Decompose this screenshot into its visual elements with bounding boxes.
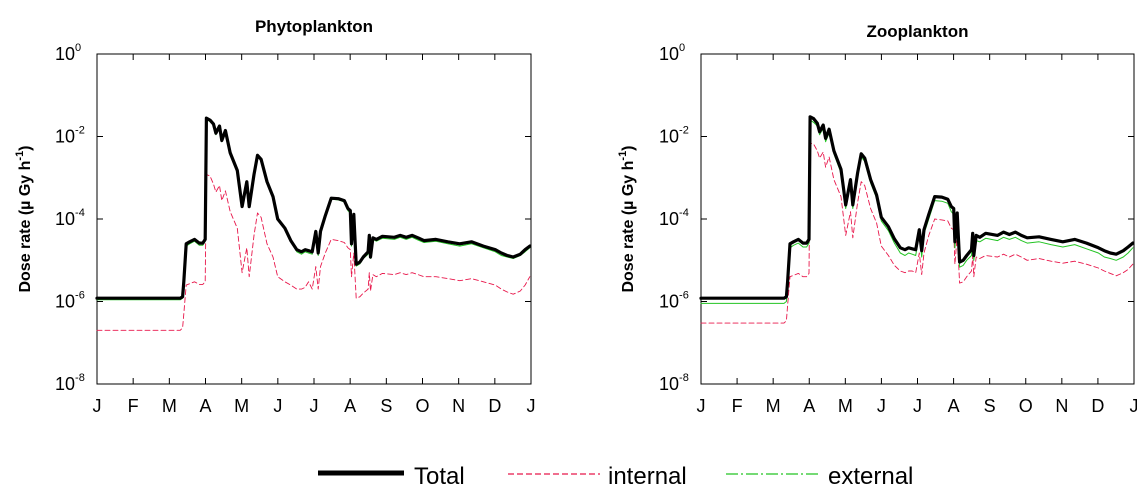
x-tick-label: D (1091, 396, 1104, 416)
y-tick-label: 10-6 (55, 290, 85, 312)
x-tick-label: M (234, 396, 249, 416)
series-line-internal (700, 142, 1134, 324)
series-lines (95, 116, 532, 331)
axis-ticks: 10-8 10-6 10-4 10-2 100 J F M A M J J A S O N D J (659, 42, 1137, 416)
x-tick-label: N (1055, 396, 1068, 416)
y-axis-label: Dose rate (µ Gy h-1) (617, 145, 637, 292)
x-tick-label: D (488, 396, 501, 416)
x-tick-label: O (415, 396, 429, 416)
series-lines (699, 115, 1135, 324)
x-tick-label: M (162, 396, 177, 416)
x-tick-label: J (310, 396, 319, 416)
x-tick-label: A (199, 396, 211, 416)
plot-frame (96, 53, 532, 385)
series-line-total (699, 115, 1135, 300)
x-tick-label: J (1130, 396, 1137, 416)
x-tick-label: O (1019, 396, 1033, 416)
x-tick-label: J (697, 396, 706, 416)
y-tick-label: 10-4 (659, 207, 689, 229)
x-tick-label: S (380, 396, 392, 416)
axis-ticks: 10-8 10-6 10-4 10-2 100 J F M A M J J A S O N D J (55, 42, 536, 416)
x-tick-label: M (838, 396, 853, 416)
chart-title: Phytoplankton (255, 17, 373, 36)
legend: Total internal external (318, 463, 913, 488)
x-tick-label: F (732, 396, 743, 416)
series-line-external (96, 118, 531, 301)
x-tick-label: J (93, 396, 102, 416)
x-tick-label: M (766, 396, 781, 416)
y-tick-label: 10-2 (659, 125, 689, 147)
x-tick-label: A (344, 396, 356, 416)
chart-title: Zooplankton (867, 22, 969, 41)
y-tick-label: 10-8 (55, 372, 85, 394)
legend-label-internal: internal (608, 463, 687, 488)
chart-panel-phytoplankton: Phytoplankton Dose rate (µ Gy h-1) 10-81… (14, 17, 536, 416)
y-axis-label: Dose rate (µ Gy h-1) (14, 145, 34, 292)
legend-label-total: Total (414, 463, 465, 488)
series-line-total (95, 116, 532, 300)
x-tick-label: J (527, 396, 536, 416)
x-tick-label: J (913, 396, 922, 416)
y-tick-label: 10-2 (55, 125, 85, 147)
y-tick-label: 100 (659, 42, 685, 64)
x-tick-label: J (877, 396, 886, 416)
legend-label-external: external (828, 463, 913, 488)
x-tick-label: F (128, 396, 139, 416)
x-tick-label: S (984, 396, 996, 416)
y-tick-label: 10-8 (659, 372, 689, 394)
y-tick-label: 100 (55, 42, 81, 64)
y-tick-label: 10-4 (55, 207, 85, 229)
x-tick-label: J (273, 396, 282, 416)
x-tick-label: A (803, 396, 815, 416)
x-tick-label: N (452, 396, 465, 416)
x-tick-label: A (948, 396, 960, 416)
series-line-internal (96, 174, 531, 331)
series-line-external (700, 119, 1134, 304)
y-tick-label: 10-6 (659, 290, 689, 312)
plot-frame (700, 53, 1135, 385)
chart-panel-zooplankton: Zooplankton Dose rate (µ Gy h-1) 10-810-… (617, 22, 1137, 416)
